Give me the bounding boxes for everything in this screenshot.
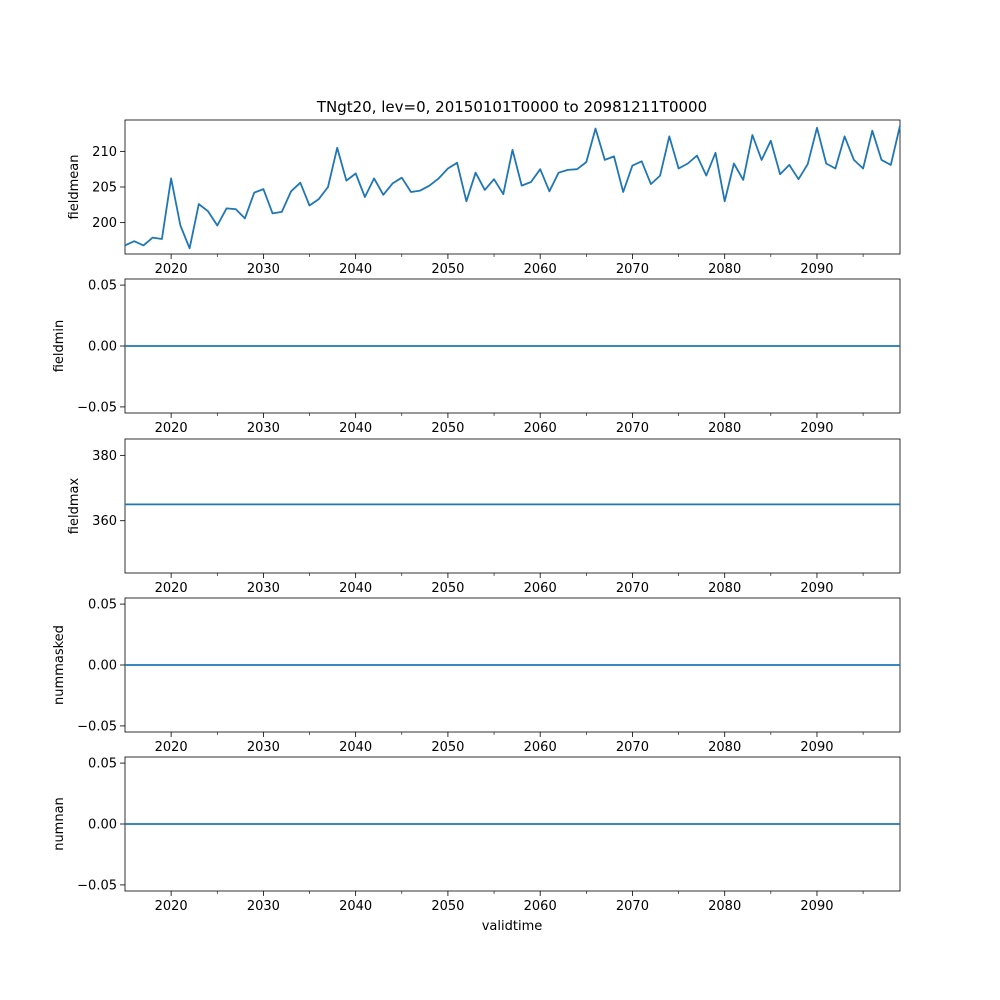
- x-tick-label: 2040: [339, 899, 372, 914]
- x-tick-label: 2080: [708, 581, 741, 596]
- subplot-fieldmax: 2020 2030 2040 2050 2060 2070 2080 2090 360 380 fi…: [67, 438, 901, 596]
- x-tick-label: 2030: [247, 740, 280, 755]
- x-tick-label: 2020: [155, 581, 188, 596]
- y-tick-label: −0.05: [77, 719, 117, 734]
- x-tick-label: 2030: [247, 899, 280, 914]
- y-tick-label: 0.05: [88, 757, 117, 772]
- x-tick-label: 2080: [708, 899, 741, 914]
- y-axis-label: fieldmax: [67, 478, 82, 535]
- x-tick-label: 2030: [247, 262, 280, 277]
- x-tick-label: 2050: [431, 581, 464, 596]
- x-tick-label: 2070: [616, 262, 649, 277]
- x-tick-label: 2020: [155, 421, 188, 436]
- x-tick-label: 2080: [708, 740, 741, 755]
- x-tick-label: 2060: [524, 581, 557, 596]
- x-tick-label: 2040: [339, 581, 372, 596]
- chart-title: TNgt20, lev=0, 20150101T0000 to 20981211…: [316, 98, 707, 116]
- y-tick-label: −0.05: [77, 400, 117, 415]
- y-tick-label: 360: [92, 514, 117, 529]
- x-tick-label: 2040: [339, 421, 372, 436]
- x-tick-label: 2030: [247, 581, 280, 596]
- y-tick-label: 200: [92, 216, 117, 231]
- y-tick-label: 0.00: [88, 659, 117, 674]
- y-axis-label: nummasked: [52, 625, 67, 705]
- x-tick-label: 2030: [247, 421, 280, 436]
- y-tick-label: 0.00: [88, 818, 117, 833]
- x-tick-label: 2060: [524, 899, 557, 914]
- x-tick-label: 2020: [155, 262, 188, 277]
- subplot-nummasked: 2020 2030 2040 2050 2060 2070 2080 2090 −0.05 0.0…: [52, 598, 901, 755]
- axes-frame: [124, 119, 901, 255]
- x-tick-label: 2060: [524, 262, 557, 277]
- y-tick-label: 380: [92, 449, 117, 464]
- axes-frame: [124, 438, 901, 574]
- x-tick-label: 2090: [800, 262, 833, 277]
- x-tick-label: 2050: [431, 740, 464, 755]
- y-axis-label: fieldmean: [67, 155, 82, 220]
- x-tick-label: 2020: [155, 740, 188, 755]
- x-tick-label: 2080: [708, 421, 741, 436]
- x-tick-label: 2070: [616, 899, 649, 914]
- y-axis-label: fieldmin: [52, 320, 67, 373]
- y-tick-label: 210: [92, 145, 117, 160]
- subplots: 2020 2030 2040 2050 2060 2070 2080 2090 200 205 21…: [52, 119, 901, 914]
- subplot-fieldmean: 2020 2030 2040 2050 2060 2070 2080 2090 200 205 21…: [67, 119, 901, 277]
- subplot-numnan: 2020 2030 2040 2050 2060 2070 2080 2090 −0.05 0.0…: [52, 757, 901, 914]
- x-tick-label: 2090: [800, 740, 833, 755]
- x-tick-label: 2060: [524, 740, 557, 755]
- series-line-fieldmean: [124, 125, 901, 250]
- x-tick-label: 2070: [616, 581, 649, 596]
- x-tick-label: 2090: [800, 899, 833, 914]
- x-tick-label: 2050: [431, 421, 464, 436]
- x-tick-label: 2080: [708, 262, 741, 277]
- x-tick-label: 2090: [800, 581, 833, 596]
- y-tick-label: 0.00: [88, 340, 117, 355]
- x-tick-label: 2040: [339, 262, 372, 277]
- x-axis-label: validtime: [482, 919, 543, 934]
- x-tick-label: 2050: [431, 262, 464, 277]
- x-tick-label: 2020: [155, 899, 188, 914]
- x-tick-label: 2050: [431, 899, 464, 914]
- x-tick-label: 2040: [339, 740, 372, 755]
- x-tick-label: 2070: [616, 740, 649, 755]
- y-tick-label: 0.05: [88, 598, 117, 613]
- x-tick-label: 2090: [800, 421, 833, 436]
- y-tick-label: −0.05: [77, 878, 117, 893]
- x-tick-label: 2070: [616, 421, 649, 436]
- x-tick-label: 2060: [524, 421, 557, 436]
- y-tick-label: 0.05: [88, 279, 117, 294]
- subplot-fieldmin: 2020 2030 2040 2050 2060 2070 2080 2090 −0.05 0.0…: [52, 279, 901, 436]
- y-axis-label: numnan: [52, 797, 67, 851]
- y-tick-label: 205: [92, 181, 117, 196]
